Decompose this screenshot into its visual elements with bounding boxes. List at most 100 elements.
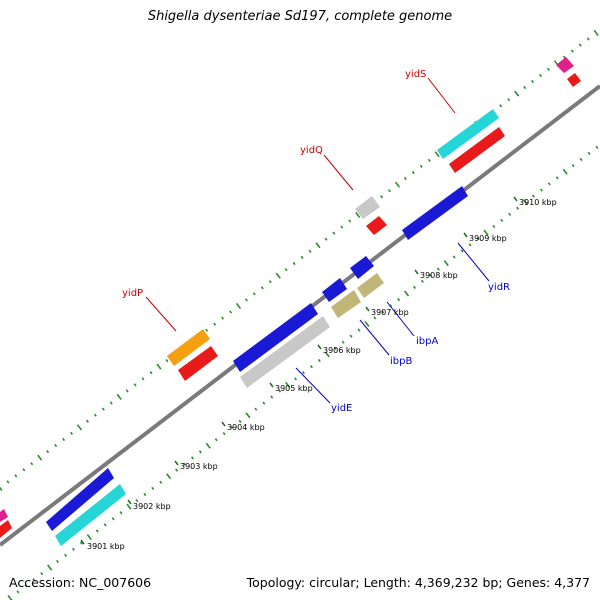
scale-tick bbox=[317, 344, 322, 350]
upper-track-tick bbox=[340, 225, 344, 229]
lower-track-tick bbox=[373, 316, 377, 320]
lower-track-tick bbox=[238, 419, 242, 423]
accession-text: Accession: NC_007606 bbox=[9, 575, 152, 590]
lower-track-tick bbox=[397, 298, 401, 302]
upper-track-tick bbox=[394, 181, 401, 188]
lower-track-tick bbox=[428, 273, 432, 277]
scale-tick bbox=[221, 421, 226, 427]
upper-track-tick bbox=[434, 151, 440, 158]
gene-yidP-red[interactable] bbox=[178, 346, 218, 381]
upper-track-tick bbox=[125, 389, 129, 393]
upper-track-tick bbox=[22, 468, 26, 472]
lower-track-tick bbox=[151, 486, 155, 490]
label-ibpB[interactable]: ibpB bbox=[390, 356, 412, 367]
label-yidQ[interactable]: yidQ bbox=[300, 145, 323, 156]
lower-track-tick bbox=[562, 168, 568, 175]
upper-track-tick bbox=[315, 242, 321, 249]
gene-red-left[interactable] bbox=[0, 520, 12, 538]
lower-track-tick bbox=[468, 243, 472, 247]
upper-track-tick bbox=[427, 158, 431, 162]
lower-track-tick bbox=[492, 224, 496, 229]
upper-track-tick bbox=[244, 298, 248, 302]
scale-tick bbox=[174, 460, 179, 466]
label-yidR[interactable]: yidR bbox=[488, 282, 510, 293]
upper-track-tick bbox=[546, 67, 550, 71]
gene-yidQ-red[interactable] bbox=[366, 216, 387, 235]
gene-magenta-top[interactable] bbox=[556, 57, 574, 73]
upper-gc-track bbox=[0, 29, 599, 491]
lower-track-tick bbox=[531, 194, 535, 198]
upper-track-tick bbox=[324, 237, 328, 241]
upper-track-tick bbox=[387, 189, 391, 193]
gene-ibpA-olive[interactable] bbox=[357, 273, 384, 298]
lower-track-tick bbox=[460, 249, 464, 253]
lower-track-tick bbox=[278, 389, 282, 393]
upper-track-tick bbox=[570, 49, 574, 53]
upper-track-tick bbox=[221, 316, 225, 320]
lower-track-tick bbox=[119, 511, 123, 515]
upper-track-tick bbox=[93, 413, 97, 417]
upper-track-tick bbox=[54, 443, 58, 448]
upper-track-tick bbox=[6, 480, 10, 484]
scale-tick bbox=[463, 232, 468, 238]
upper-track-tick bbox=[252, 292, 256, 296]
label-yidS[interactable]: yidS bbox=[405, 69, 426, 80]
scale-label: 3910 kbp bbox=[519, 198, 557, 207]
lower-track-tick bbox=[324, 351, 330, 358]
gene-ibpB-olive[interactable] bbox=[331, 290, 361, 318]
lower-track-tick bbox=[587, 151, 591, 155]
scale-label: 3905 kbp bbox=[275, 384, 313, 393]
gene-yidP-orange[interactable] bbox=[167, 329, 210, 366]
forward-genes bbox=[0, 57, 581, 538]
lower-track-tick bbox=[500, 218, 504, 222]
lower-track-tick bbox=[301, 371, 305, 375]
label-ibpA[interactable]: ibpA bbox=[416, 336, 438, 347]
scale-tick bbox=[365, 306, 370, 312]
upper-track-tick bbox=[523, 85, 527, 90]
gene-yidE-grey[interactable] bbox=[240, 316, 330, 388]
lower-track-tick bbox=[79, 541, 83, 545]
lower-track-tick bbox=[522, 199, 529, 206]
lower-track-tick bbox=[40, 572, 44, 576]
lower-track-tick bbox=[166, 473, 172, 480]
gene-magenta-left[interactable] bbox=[0, 509, 8, 522]
gene-ibpA-blue[interactable] bbox=[350, 256, 374, 279]
label-yidP[interactable]: yidP bbox=[122, 288, 143, 299]
lower-track-tick bbox=[7, 595, 13, 600]
upper-track-tick bbox=[507, 98, 511, 102]
lower-track-tick bbox=[579, 157, 583, 162]
gene-red-top[interactable] bbox=[567, 73, 581, 87]
gene-yidQ-grey[interactable] bbox=[355, 196, 380, 219]
lower-track-tick bbox=[483, 229, 489, 236]
upper-track-tick bbox=[165, 359, 169, 363]
upper-track-tick bbox=[300, 255, 304, 259]
scale-tick bbox=[127, 499, 132, 505]
upper-track-tick bbox=[70, 431, 74, 435]
gene-cyan-left[interactable] bbox=[55, 484, 126, 546]
gene-blue-left[interactable] bbox=[46, 468, 114, 531]
lower-track-tick bbox=[381, 310, 385, 314]
upper-track-tick bbox=[37, 454, 43, 461]
label-yidE[interactable]: yidE bbox=[331, 403, 352, 414]
lower-track-tick bbox=[95, 529, 99, 533]
upper-track-tick bbox=[411, 170, 415, 175]
scale-labels: 3901 kbp 3902 kbp 3903 kbp 3904 kbp 3905… bbox=[87, 198, 557, 551]
upper-track-tick bbox=[419, 164, 423, 168]
lower-track-tick bbox=[245, 412, 251, 419]
lower-track-tick bbox=[476, 237, 480, 241]
lower-track-tick bbox=[341, 340, 345, 344]
gene-yidS-cyan[interactable] bbox=[437, 109, 499, 159]
lower-track-tick bbox=[571, 164, 575, 168]
gene-yidR-blue[interactable] bbox=[402, 186, 468, 240]
label-connectors bbox=[145, 77, 490, 404]
lower-track-tick bbox=[403, 290, 410, 297]
upper-track-tick bbox=[62, 437, 66, 442]
lower-track-tick bbox=[86, 534, 92, 541]
gene-labels: yidS yidQ yidP yidR ibpA ibpB yidE bbox=[122, 69, 510, 414]
gene-ibpB-blue[interactable] bbox=[322, 278, 347, 302]
gene-blue-long[interactable] bbox=[233, 303, 318, 372]
lower-track-tick bbox=[64, 553, 68, 557]
upper-track-tick bbox=[213, 322, 217, 326]
gene-yidS-red[interactable] bbox=[449, 127, 505, 173]
